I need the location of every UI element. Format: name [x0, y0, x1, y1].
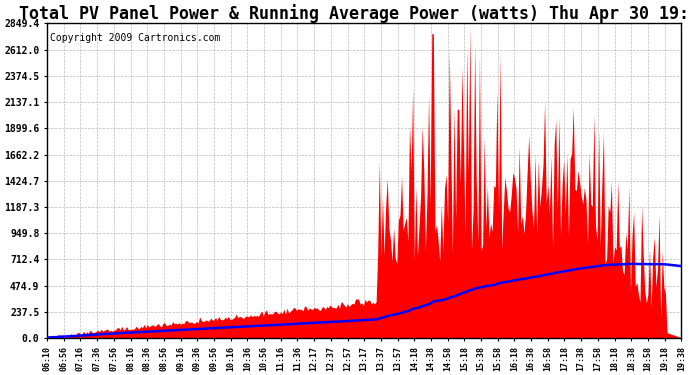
Text: Copyright 2009 Cartronics.com: Copyright 2009 Cartronics.com: [50, 33, 221, 43]
Title: Total PV Panel Power & Running Average Power (watts) Thu Apr 30 19:51: Total PV Panel Power & Running Average P…: [19, 4, 690, 23]
